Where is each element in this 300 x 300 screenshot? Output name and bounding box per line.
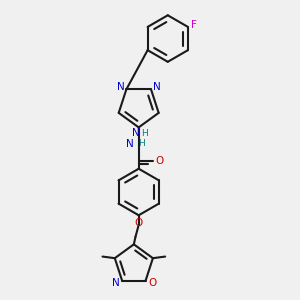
- Text: O: O: [155, 156, 164, 166]
- Text: H: H: [138, 139, 145, 148]
- Text: N: N: [132, 128, 140, 138]
- Text: N: N: [112, 278, 119, 288]
- Text: N: N: [126, 139, 134, 148]
- Text: O: O: [148, 278, 156, 288]
- Text: O: O: [135, 218, 143, 228]
- Text: N: N: [153, 82, 161, 92]
- Text: H: H: [141, 129, 148, 138]
- Text: N: N: [117, 82, 124, 92]
- Text: F: F: [191, 20, 197, 30]
